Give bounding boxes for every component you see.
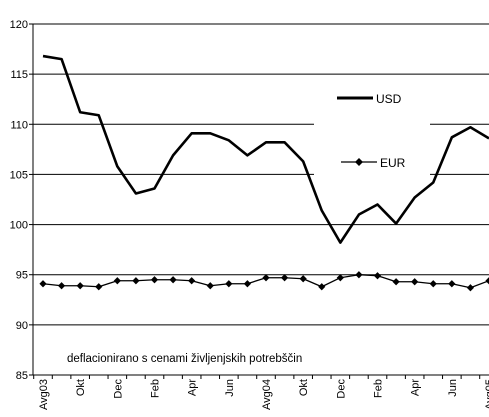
eur-point [429, 280, 437, 288]
eur-point [76, 282, 84, 290]
y-tick-label: 110 [10, 119, 28, 131]
x-tick-label: Jun [224, 379, 236, 397]
chart-annotation: deflacionirano s cenami življenjskih pot… [67, 353, 302, 365]
y-tick-label: 100 [10, 220, 28, 232]
eur-point [280, 274, 289, 282]
eur-point [188, 277, 196, 285]
x-tick-label: Okt [298, 379, 310, 396]
y-tick-label: 90 [16, 320, 28, 332]
eur-point [169, 276, 177, 284]
y-tick-label: 120 [10, 19, 28, 31]
y-tick-label: 105 [10, 169, 28, 181]
legend: USD EUR [314, 78, 430, 180]
x-tick-label: Feb [373, 379, 385, 398]
legend-background [314, 78, 430, 180]
eur-point [243, 280, 252, 288]
y-tick-labels: 85 90 95 100 105 110 115 120 [10, 19, 28, 382]
x-tick-label: Apr [187, 379, 199, 396]
eur-point [355, 271, 363, 279]
x-tick-labels: Avg03 Okt Dec Feb Apr Jun Avg04 Okt Dec Feb Apr Jun… [38, 379, 489, 410]
eur-point [225, 280, 233, 288]
x-tick-label: Jun [447, 379, 459, 397]
legend-eur-label: EUR [380, 156, 406, 170]
eur-point [132, 277, 140, 285]
eur-point [95, 283, 103, 291]
eur-point [373, 272, 382, 280]
eur-point [411, 278, 419, 286]
x-tick-label: Apr [410, 379, 422, 396]
x-tick-label: Avg04 [261, 379, 273, 410]
eur-point [318, 283, 326, 291]
eur-point [466, 284, 475, 292]
eur-point [113, 277, 121, 285]
gridlines [33, 23, 489, 326]
y-tick-label: 95 [16, 270, 28, 282]
legend-usd-label: USD [376, 92, 402, 106]
series-lines [39, 54, 489, 292]
eur-point [485, 277, 489, 285]
x-tick-label: Avg03 [38, 379, 50, 410]
eur-point [262, 274, 270, 282]
eur-point [336, 274, 344, 282]
x-tick-label: Dec [112, 379, 124, 399]
eur-point [57, 282, 66, 290]
x-tick-label: Okt [75, 379, 87, 396]
y-tick-label: 115 [10, 69, 28, 81]
legend-eur-marker [355, 158, 363, 166]
axes [29, 23, 489, 379]
eur-point [206, 282, 214, 290]
x-tick-label: Feb [150, 379, 162, 398]
y-tick-label: 85 [16, 370, 28, 382]
x-tick-label: Avg05 [484, 379, 489, 410]
eur-point [150, 276, 159, 284]
eur-point [448, 280, 456, 288]
series-line-usd [42, 54, 489, 244]
eur-point [39, 280, 47, 288]
x-tick-label: Dec [335, 379, 347, 399]
eur-point [299, 275, 307, 283]
eur-point [392, 278, 400, 286]
